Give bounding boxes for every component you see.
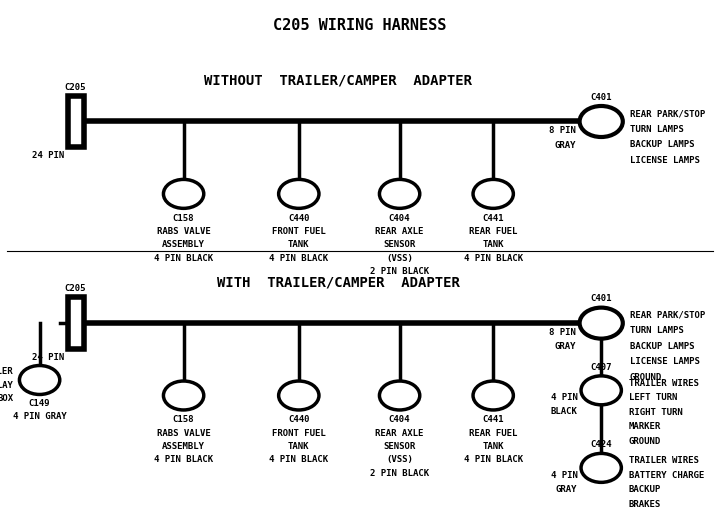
- Text: 24 PIN: 24 PIN: [32, 151, 64, 160]
- Text: C205 WIRING HARNESS: C205 WIRING HARNESS: [274, 18, 446, 33]
- Text: BACKUP LAMPS: BACKUP LAMPS: [630, 342, 695, 351]
- Text: FRONT FUEL: FRONT FUEL: [272, 227, 325, 236]
- Text: MARKER: MARKER: [629, 422, 661, 431]
- Text: 4 PIN BLACK: 4 PIN BLACK: [154, 254, 213, 263]
- Bar: [68, 297, 84, 349]
- Text: C440: C440: [288, 214, 310, 222]
- Circle shape: [581, 376, 621, 405]
- Text: REAR AXLE: REAR AXLE: [375, 227, 424, 236]
- Text: GRAY: GRAY: [556, 485, 577, 494]
- Text: 2 PIN BLACK: 2 PIN BLACK: [370, 469, 429, 478]
- Text: 4 PIN: 4 PIN: [551, 393, 577, 402]
- Text: 2 PIN BLACK: 2 PIN BLACK: [370, 267, 429, 276]
- Circle shape: [581, 453, 621, 482]
- Text: C441: C441: [482, 415, 504, 424]
- Text: C205: C205: [65, 284, 86, 293]
- Text: BOX: BOX: [0, 394, 14, 403]
- Text: C424: C424: [590, 440, 612, 449]
- Text: C407: C407: [590, 363, 612, 372]
- Text: LICENSE LAMPS: LICENSE LAMPS: [630, 156, 700, 165]
- Circle shape: [19, 366, 60, 394]
- Text: RABS VALVE: RABS VALVE: [157, 429, 210, 437]
- Text: C441: C441: [482, 214, 504, 222]
- Text: TURN LAMPS: TURN LAMPS: [630, 326, 684, 336]
- Text: TANK: TANK: [288, 442, 310, 451]
- Text: TANK: TANK: [482, 240, 504, 249]
- Text: C404: C404: [389, 214, 410, 222]
- Text: REAR FUEL: REAR FUEL: [469, 429, 518, 437]
- Text: REAR PARK/STOP: REAR PARK/STOP: [630, 311, 706, 320]
- Text: BATTERY CHARGE: BATTERY CHARGE: [629, 470, 704, 480]
- Text: WITHOUT  TRAILER/CAMPER  ADAPTER: WITHOUT TRAILER/CAMPER ADAPTER: [204, 74, 472, 88]
- Text: 24 PIN: 24 PIN: [32, 353, 64, 362]
- Circle shape: [163, 381, 204, 410]
- Text: FRONT FUEL: FRONT FUEL: [272, 429, 325, 437]
- Text: WITH  TRAILER/CAMPER  ADAPTER: WITH TRAILER/CAMPER ADAPTER: [217, 276, 460, 290]
- Text: SENSOR: SENSOR: [384, 240, 415, 249]
- Circle shape: [279, 381, 319, 410]
- Text: GRAY: GRAY: [554, 141, 576, 149]
- Text: REAR AXLE: REAR AXLE: [375, 429, 424, 437]
- Text: C158: C158: [173, 415, 194, 424]
- Text: 4 PIN BLACK: 4 PIN BLACK: [269, 254, 328, 263]
- Text: TRAILER WIRES: TRAILER WIRES: [629, 456, 698, 465]
- Text: GROUND: GROUND: [629, 436, 661, 446]
- Circle shape: [379, 179, 420, 208]
- Circle shape: [163, 179, 204, 208]
- Text: C205: C205: [65, 83, 86, 92]
- Text: REAR PARK/STOP: REAR PARK/STOP: [630, 109, 706, 118]
- Text: RIGHT TURN: RIGHT TURN: [629, 407, 683, 417]
- Text: BACKUP LAMPS: BACKUP LAMPS: [630, 140, 695, 149]
- Text: 4 PIN GRAY: 4 PIN GRAY: [13, 412, 66, 421]
- Text: RELAY: RELAY: [0, 381, 14, 389]
- Text: C401: C401: [590, 93, 612, 102]
- Circle shape: [279, 179, 319, 208]
- Text: LICENSE LAMPS: LICENSE LAMPS: [630, 357, 700, 367]
- Text: 4 PIN BLACK: 4 PIN BLACK: [154, 455, 213, 464]
- Text: REAR FUEL: REAR FUEL: [469, 227, 518, 236]
- Text: TURN LAMPS: TURN LAMPS: [630, 125, 684, 134]
- Text: 4 PIN BLACK: 4 PIN BLACK: [269, 455, 328, 464]
- Text: BACKUP: BACKUP: [629, 485, 661, 494]
- Text: ASSEMBLY: ASSEMBLY: [162, 442, 205, 451]
- Circle shape: [379, 381, 420, 410]
- Text: C404: C404: [389, 415, 410, 424]
- Text: C401: C401: [590, 295, 612, 303]
- Text: BRAKES: BRAKES: [629, 499, 661, 509]
- Text: 8 PIN: 8 PIN: [549, 328, 576, 337]
- Text: 4 PIN BLACK: 4 PIN BLACK: [464, 254, 523, 263]
- Text: C149: C149: [29, 399, 50, 407]
- Text: TANK: TANK: [288, 240, 310, 249]
- Text: 4 PIN: 4 PIN: [551, 471, 577, 480]
- Circle shape: [580, 106, 623, 137]
- Circle shape: [473, 179, 513, 208]
- Text: RABS VALVE: RABS VALVE: [157, 227, 210, 236]
- Bar: [68, 96, 84, 147]
- Text: (VSS): (VSS): [386, 254, 413, 263]
- Text: 8 PIN: 8 PIN: [549, 126, 576, 135]
- Text: C440: C440: [288, 415, 310, 424]
- Text: LEFT TURN: LEFT TURN: [629, 393, 677, 402]
- Text: TRAILER: TRAILER: [0, 367, 14, 376]
- Text: SENSOR: SENSOR: [384, 442, 415, 451]
- Text: 4 PIN BLACK: 4 PIN BLACK: [464, 455, 523, 464]
- Circle shape: [473, 381, 513, 410]
- Text: ASSEMBLY: ASSEMBLY: [162, 240, 205, 249]
- Text: GRAY: GRAY: [554, 342, 576, 351]
- Text: (VSS): (VSS): [386, 455, 413, 464]
- Text: GROUND: GROUND: [630, 373, 662, 382]
- Circle shape: [580, 308, 623, 339]
- Text: TANK: TANK: [482, 442, 504, 451]
- Text: BLACK: BLACK: [551, 407, 577, 416]
- Text: C158: C158: [173, 214, 194, 222]
- Text: TRAILER WIRES: TRAILER WIRES: [629, 378, 698, 388]
